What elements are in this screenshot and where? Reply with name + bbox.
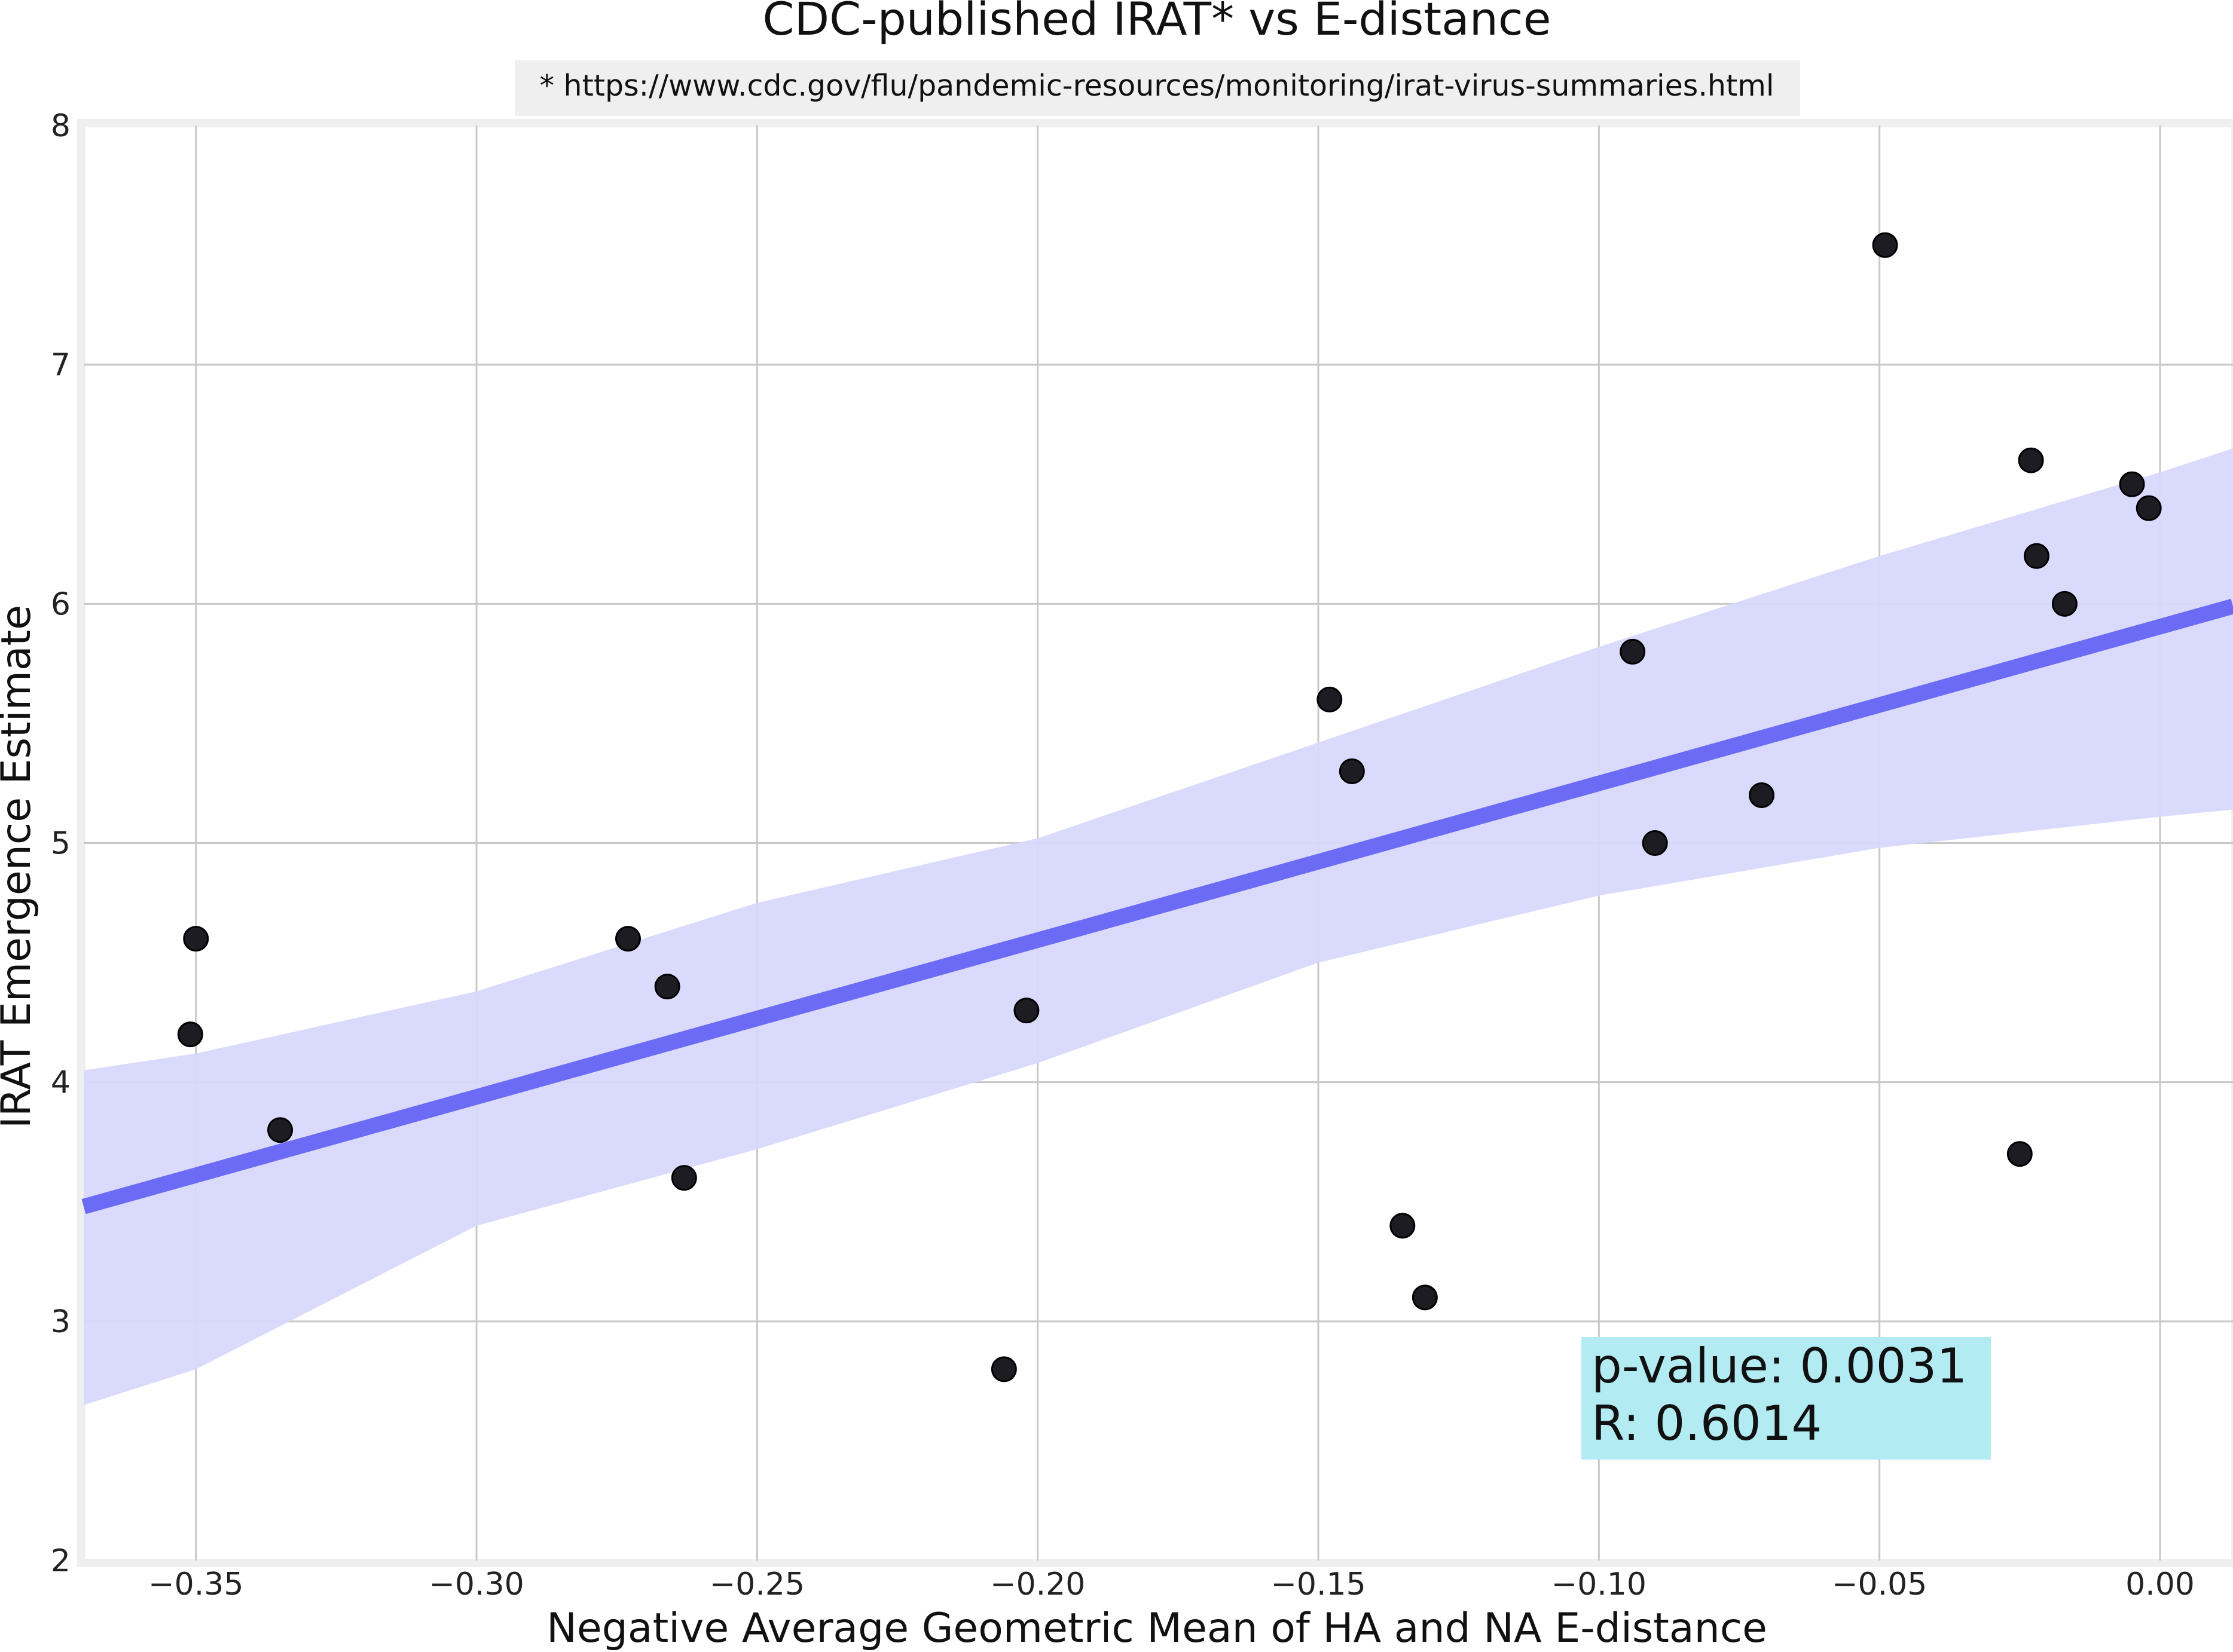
r-value-text: R: 0.6014 bbox=[1591, 1396, 1822, 1451]
x-tick-label: −0.20 bbox=[990, 1567, 1085, 1602]
data-point bbox=[183, 926, 209, 952]
x-tick-label: −0.30 bbox=[429, 1567, 524, 1602]
y-tick-labels: 2 3 4 5 6 7 8 bbox=[51, 108, 71, 1579]
y-tick-label: 7 bbox=[51, 347, 71, 383]
chart-subtitle: * https://www.cdc.gov/flu/pandemic-resou… bbox=[539, 69, 1774, 103]
x-tick-labels: −0.35 −0.30 −0.25 −0.20 −0.15 −0.10 −0.05 0.00 bbox=[148, 1567, 2195, 1602]
data-point bbox=[1316, 686, 1343, 712]
data-point bbox=[2018, 447, 2044, 473]
data-point bbox=[1872, 232, 1898, 258]
data-point bbox=[2051, 591, 2078, 617]
p-value-text: p-value: 0.0031 bbox=[1591, 1338, 1967, 1394]
x-tick-label: 0.00 bbox=[2125, 1567, 2195, 1602]
chart-title: CDC-published IRAT* vs E-distance bbox=[763, 0, 1551, 45]
data-point bbox=[1389, 1213, 1416, 1239]
x-tick-label: −0.10 bbox=[1551, 1567, 1647, 1602]
data-point bbox=[1642, 830, 1668, 856]
data-point bbox=[1013, 998, 1040, 1024]
x-axis-label: Negative Average Geometric Mean of HA an… bbox=[546, 1605, 1767, 1652]
x-tick-label: −0.35 bbox=[148, 1567, 243, 1602]
data-point bbox=[991, 1356, 1017, 1382]
data-point bbox=[1749, 782, 1775, 808]
data-points bbox=[177, 232, 2162, 1382]
data-point bbox=[267, 1117, 294, 1143]
confidence-band bbox=[84, 448, 2233, 1405]
data-point bbox=[671, 1165, 697, 1191]
y-tick-label: 4 bbox=[51, 1065, 71, 1101]
y-axis-label: IRAT Emergence Estimate bbox=[0, 605, 40, 1128]
data-point bbox=[615, 926, 641, 952]
y-tick-label: 2 bbox=[51, 1543, 71, 1579]
x-tick-label: −0.15 bbox=[1270, 1567, 1366, 1602]
regression-line bbox=[81, 598, 2233, 1214]
y-tick-label: 6 bbox=[51, 586, 71, 622]
data-point bbox=[177, 1021, 203, 1048]
data-point bbox=[1339, 758, 1365, 784]
subtitle-box bbox=[515, 60, 1800, 116]
data-point bbox=[2006, 1141, 2033, 1167]
y-tick-label: 5 bbox=[51, 826, 71, 862]
stats-annotation-box bbox=[1581, 1337, 1991, 1460]
y-tick-label: 3 bbox=[51, 1304, 71, 1340]
data-point bbox=[1620, 638, 1646, 665]
data-point bbox=[2023, 543, 2049, 569]
y-tick-label: 8 bbox=[51, 108, 71, 144]
data-point bbox=[654, 974, 680, 1000]
data-point bbox=[2136, 495, 2162, 521]
data-point bbox=[2119, 471, 2145, 497]
confidence-band-layer bbox=[84, 448, 2233, 1405]
data-point bbox=[1412, 1284, 1438, 1311]
regression-line-layer bbox=[81, 598, 2233, 1214]
x-tick-label: −0.25 bbox=[710, 1567, 805, 1602]
x-tick-label: −0.05 bbox=[1832, 1567, 1927, 1602]
